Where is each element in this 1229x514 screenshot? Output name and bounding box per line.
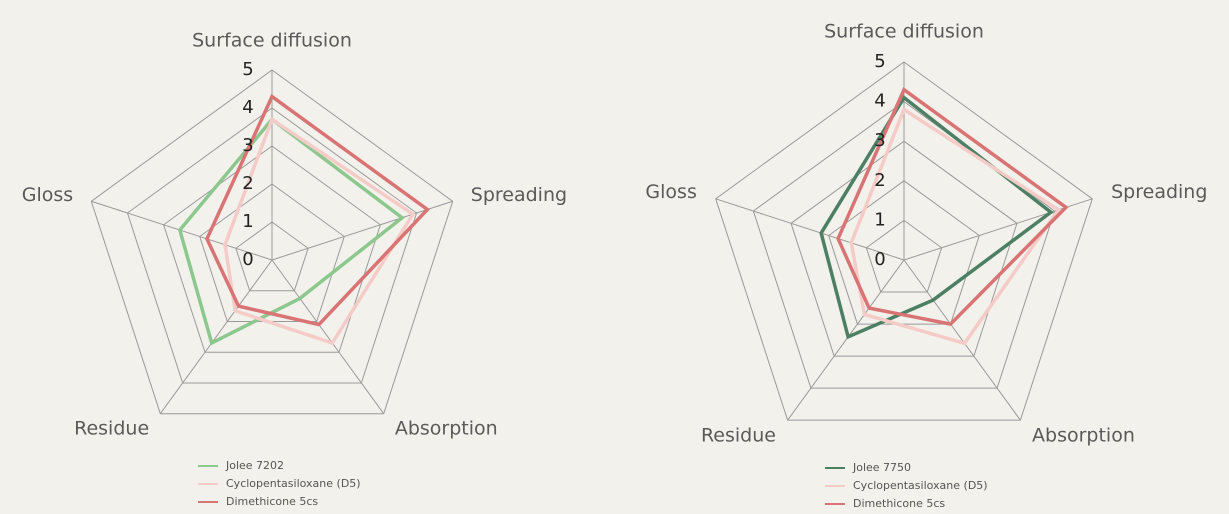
axis-label: Absorption (395, 418, 498, 440)
tick-label: 4 (242, 97, 253, 118)
axis-label: Gloss (645, 181, 696, 203)
series-line (223, 116, 416, 346)
tick-label: 2 (874, 170, 885, 191)
legend-label: Cyclopentasiloxane (D5) (853, 479, 988, 492)
spoke (715, 198, 905, 261)
spoke (159, 259, 273, 415)
legend-label: Dimethicone 5cs (226, 495, 318, 508)
axis-label: Residue (701, 425, 776, 447)
spoke (271, 200, 453, 261)
grid-ring (715, 61, 1093, 421)
series-line (849, 106, 1061, 346)
tick-label: 3 (874, 130, 885, 151)
grid-ring (790, 140, 1018, 357)
series-line (205, 93, 431, 327)
series-line (177, 116, 405, 346)
axis-label: Spreading (1111, 181, 1207, 203)
axis-label: Spreading (471, 184, 567, 206)
tick-label: 4 (874, 91, 885, 112)
legend-label: Jolee 7750 (852, 461, 911, 474)
legend-label: Jolee 7202 (225, 459, 284, 472)
axis-label: Residue (74, 418, 149, 440)
spoke (903, 259, 1021, 421)
tick-label: 3 (242, 135, 253, 156)
tick-label: 5 (242, 59, 253, 80)
axis-label: Gloss (22, 184, 73, 206)
tick-label: 1 (242, 211, 253, 232)
spoke (271, 259, 385, 415)
spoke (787, 259, 905, 421)
series-line (819, 95, 1054, 340)
grid-ring (235, 221, 309, 292)
axis-label: Surface diffusion (824, 21, 984, 43)
legend-label: Cyclopentasiloxane (D5) (226, 477, 361, 490)
tick-label: 5 (874, 51, 885, 72)
series-line (836, 87, 1069, 326)
grid-ring (90, 69, 454, 415)
legend-label: Dimethicone 5cs (853, 497, 945, 510)
grid-ring (162, 145, 382, 353)
tick-label: 1 (874, 209, 885, 230)
grid-ring (865, 219, 943, 293)
grid-ring (126, 107, 418, 384)
tick-label: 0 (874, 249, 885, 270)
tick-label: 2 (242, 173, 253, 194)
tick-label: 0 (242, 249, 253, 270)
axis-label: Absorption (1032, 425, 1135, 447)
spoke (903, 198, 1093, 261)
axis-label: Surface diffusion (192, 30, 352, 52)
